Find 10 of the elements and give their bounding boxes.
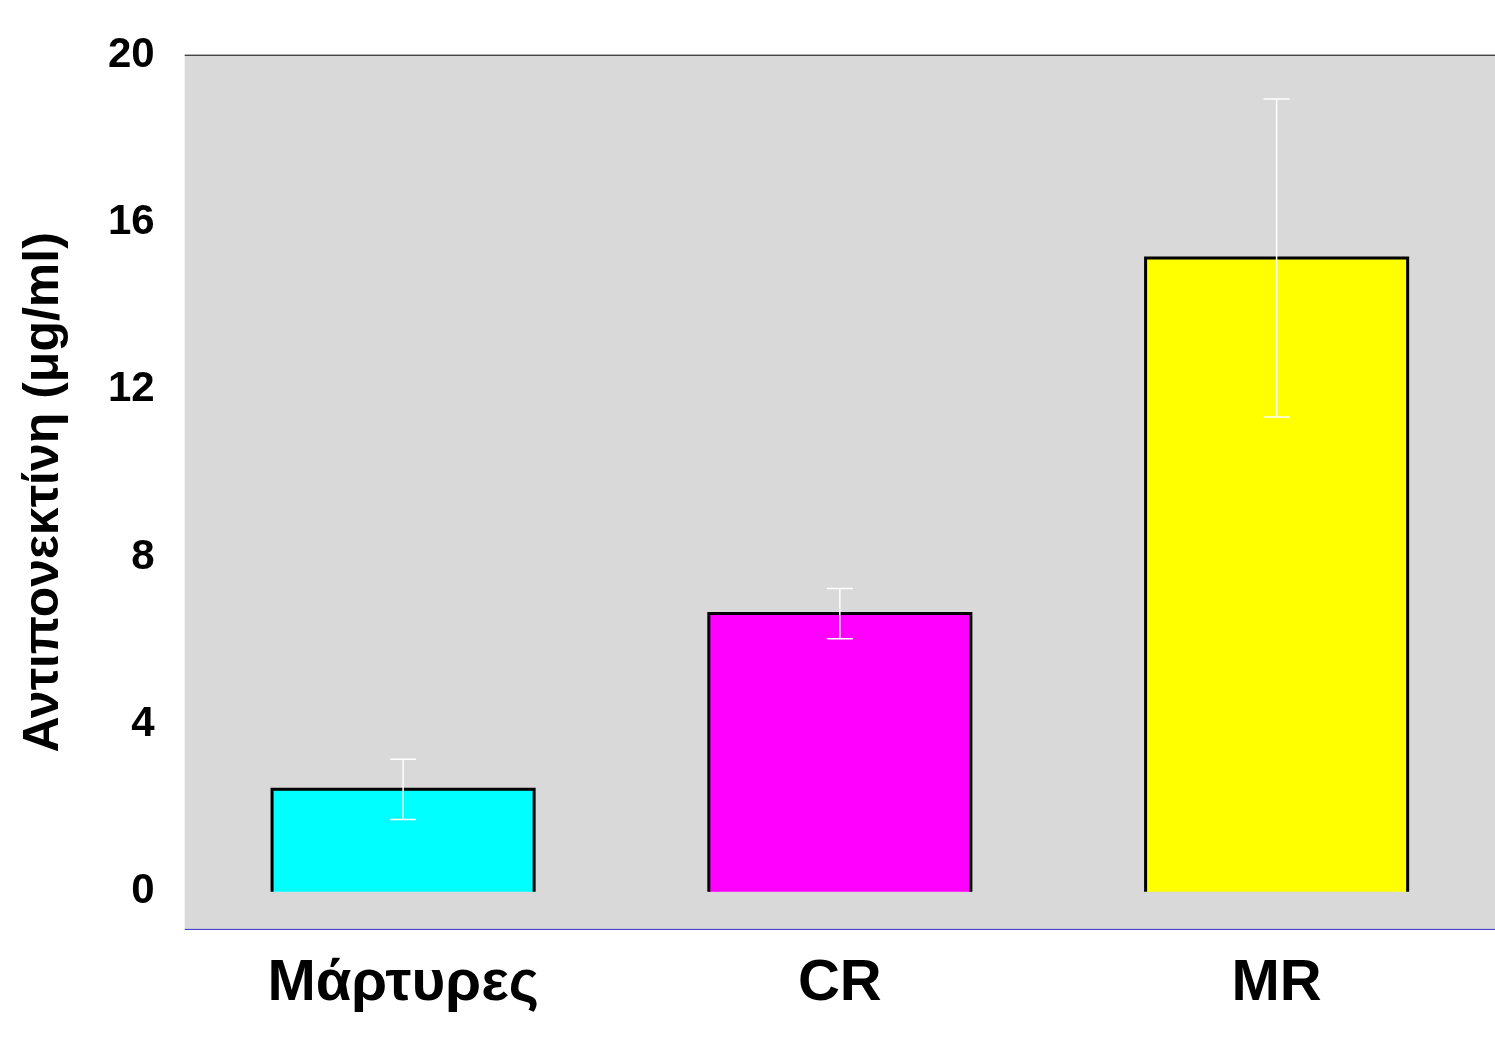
x-tick-label: Μάρτυρες [267,947,539,1013]
x-tick-label: CR [797,947,882,1013]
y-tick-label: 12 [108,363,155,411]
x-tick-label: MR [1231,947,1322,1013]
y-tick-label: 4 [131,698,156,746]
y-axis-title: Αντιπονεκτίνη (μg/ml) [12,232,69,753]
y-tick-label: 0 [131,865,155,913]
y-tick-label: 8 [131,530,155,578]
y-tick-label: 16 [108,196,155,244]
y-tick-label: 20 [108,28,155,76]
